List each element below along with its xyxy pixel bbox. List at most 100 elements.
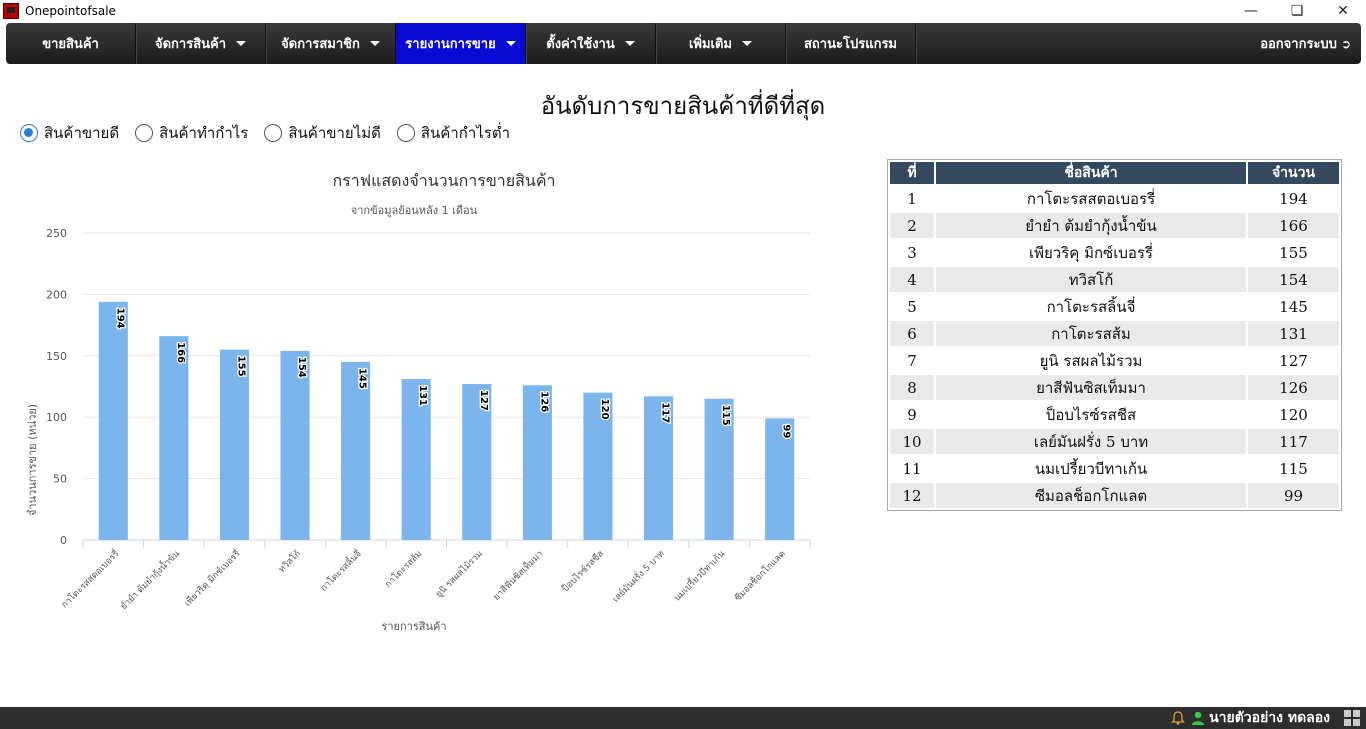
table-row: 4 ทวิสโก้ 154	[890, 267, 1339, 292]
bar	[583, 392, 613, 540]
logout-label: ออกจากระบบ	[1260, 37, 1337, 52]
nav-item-label: ตั้งค่าใช้งาน	[546, 37, 615, 52]
quantity-cell: 155	[1279, 243, 1308, 262]
bar	[522, 385, 552, 540]
table-row: 9 ป็อบไรซ์รสชีส 120	[890, 402, 1339, 427]
radio-button-icon[interactable]	[396, 124, 415, 142]
rank-cell: 7	[907, 351, 917, 370]
rank-cell: 5	[907, 297, 917, 316]
bar-data-label: 131	[417, 385, 428, 406]
product-name-cell: ซีมอลช็อกโกแลต	[936, 483, 1246, 508]
quantity-cell: 120	[1279, 405, 1308, 424]
product-name-cell: นมเปรี้ยวบีทาเก้น	[1034, 459, 1148, 478]
bar	[462, 384, 492, 540]
quantity-cell: 166	[1248, 213, 1339, 238]
caret-down-icon	[742, 41, 753, 46]
radio-button-icon[interactable]	[20, 124, 38, 142]
radio-button-icon[interactable]	[135, 124, 154, 142]
window-titlebar: Onepointofsale — ❏ ✕	[0, 0, 1366, 22]
rank-cell: 10	[890, 429, 934, 454]
x-category-label: เลย์มันฝรั่ง 5 บาท	[609, 547, 667, 605]
nav-item-1[interactable]: จัดการสินค้า	[136, 23, 266, 64]
product-name-cell: ยูนิ รสผลไม้รวม	[1039, 351, 1143, 370]
nav-item-label: จัดการสมาชิก	[281, 37, 360, 52]
grid-menu-icon[interactable]	[1344, 710, 1360, 726]
y-tick-label: 250	[46, 227, 67, 240]
close-button[interactable]: ✕	[1337, 3, 1349, 19]
bar-data-label: 155	[235, 356, 246, 377]
current-user-name: นายตัวอย่าง ทดลอง	[1209, 710, 1330, 726]
rank-cell: 2	[890, 213, 934, 238]
rank-cell: 6	[890, 321, 934, 346]
window-controls: — ❏ ✕	[1228, 0, 1366, 22]
radio-option-1[interactable]: สินค้าทำกำไร	[135, 121, 248, 145]
bar-data-label: 166	[175, 342, 186, 363]
product-name-cell: ยำยำ ต้มยำกุ้งน้ำข้น	[936, 213, 1246, 238]
chart-subtitle: จากข้อมูลย้อนหลัง 1 เดือน	[351, 204, 478, 217]
rank-cell: 4	[890, 267, 934, 292]
report-type-radios: สินค้าขายดี สินค้าทำกำไร สินค้าขายไม่ดี สิน…	[20, 121, 526, 145]
nav-item-0[interactable]: ขายสินค้า	[6, 23, 136, 64]
bar-data-label: 126	[538, 391, 549, 412]
x-category-label: กาโตะรสสตอเบอรรี่	[58, 547, 122, 611]
x-category-label: ยำยำ ต้มยำกุ้งน้ำข้น	[117, 547, 182, 612]
rank-cell: 8	[890, 375, 934, 400]
y-tick-label: 200	[46, 288, 67, 301]
table-row: 10 เลย์มันฝรั่ง 5 บาท 117	[890, 429, 1339, 454]
nav-spacer	[916, 23, 1260, 64]
bar	[341, 361, 371, 540]
table-row: 11 นมเปรี้ยวบีทาเก้น 115	[890, 456, 1339, 481]
product-name-cell: เลย์มันฝรั่ง 5 บาท	[936, 429, 1246, 454]
radio-option-0[interactable]: สินค้าขายดี	[20, 121, 119, 145]
x-category-label: ยาสีฟันซิสเท็มมา	[490, 547, 546, 603]
bell-icon[interactable]	[1171, 711, 1185, 725]
nav-item-label: เพิ่มเติม	[688, 37, 733, 52]
maximize-button[interactable]: ❏	[1290, 3, 1304, 19]
product-name-cell: กาโตะรสส้ม	[936, 321, 1246, 346]
quantity-cell: 145	[1279, 297, 1308, 316]
nav-item-label: ขายสินค้า	[42, 37, 99, 52]
nav-item-4[interactable]: ตั้งค่าใช้งาน	[526, 23, 656, 64]
bar-data-label: 117	[660, 402, 671, 423]
main-nav: ขายสินค้า จัดการสินค้า จัดการสมาชิก รายงานก…	[6, 23, 1361, 64]
x-category-label: กาโตะรสส้ม	[383, 548, 425, 590]
nav-item-3[interactable]: รายงานการขาย	[396, 23, 526, 64]
product-name-cell: กาโตะรสลิ้นจี่	[1046, 297, 1136, 316]
bar	[401, 379, 431, 540]
minimize-button[interactable]: —	[1244, 3, 1258, 19]
radio-button-icon[interactable]	[264, 124, 283, 142]
chart-title: กราฟแสดงจำนวนการขายสินค้า	[332, 171, 555, 190]
radio-option-2[interactable]: สินค้าขายไม่ดี	[264, 121, 381, 145]
table-row: 7 ยูนิ รสผลไม้รวม 127	[890, 348, 1339, 373]
x-category-label: เพียวริคุ มิกซ์เบอรรี่	[181, 547, 243, 609]
quantity-cell: 127	[1279, 351, 1308, 370]
table-row: 6 กาโตะรสส้ม 131	[890, 321, 1339, 346]
bar-data-label: 115	[720, 405, 731, 426]
quantity-cell: 99	[1248, 483, 1339, 508]
logout-button[interactable]: ออกจากระบบ ➲	[1260, 23, 1361, 64]
nav-item-6[interactable]: สถานะโปรแกรม	[786, 23, 916, 64]
table-row: 12 ซีมอลช็อกโกแลต 99	[890, 483, 1339, 508]
bar-data-label: 194	[114, 308, 125, 329]
bar	[159, 336, 189, 540]
radio-option-3[interactable]: สินค้ากำไรต่ำ	[396, 121, 510, 145]
ranking-table: ที่ ชื่อสินค้า จำนวน 1 กาโตะรสสตอเบอรรี่ 1…	[887, 159, 1342, 511]
bar	[644, 396, 674, 540]
x-category-label: ยูนิ รสผลไม้รวม	[434, 548, 485, 599]
page-title: อันดับการขายสินค้าที่ดีที่สุด	[540, 92, 826, 120]
nav-item-2[interactable]: จัดการสมาชิก	[266, 23, 396, 64]
nav-item-5[interactable]: เพิ่มเติม	[656, 23, 786, 64]
bar-data-label: 145	[357, 368, 368, 389]
bar	[704, 398, 734, 540]
y-tick-label: 0	[60, 534, 67, 547]
chart-svg: กราฟแสดงจำนวนการขายสินค้า จากข้อมูลย้อนห…	[26, 171, 811, 633]
radio-label: สินค้าขายไม่ดี	[288, 124, 381, 142]
table-header-row: ที่ ชื่อสินค้า จำนวน	[890, 162, 1339, 184]
radio-label: สินค้าทำกำไร	[159, 124, 249, 142]
quantity-cell: 154	[1248, 267, 1339, 292]
radio-label: สินค้าขายดี	[44, 124, 120, 142]
window-title: Onepointofsale	[25, 4, 116, 18]
product-name-cell: กาโตะรสสตอเบอรรี่	[1026, 189, 1156, 208]
bar	[219, 349, 249, 540]
col-header-product: ชื่อสินค้า	[936, 162, 1246, 184]
